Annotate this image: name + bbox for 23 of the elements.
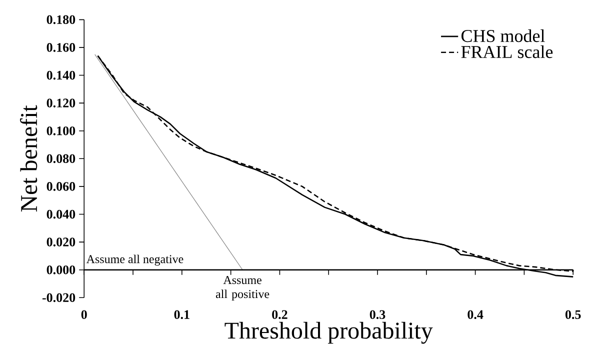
annotation: Assume all positive <box>216 276 270 301</box>
x-tick-label: 0.2 <box>272 310 288 320</box>
ref-line-label: Assume all negative <box>86 254 184 266</box>
y-tick-label: 0.040 <box>46 210 76 219</box>
y-tick-label: 0.140 <box>46 70 76 80</box>
y-tick-label: 0.100 <box>46 126 76 136</box>
y-tick-label: 0.120 <box>46 98 76 108</box>
legend-label: CHS model <box>461 29 545 42</box>
x-axis-title: Threshold probability <box>224 322 433 344</box>
y-tick-label: 0.000 <box>46 265 76 274</box>
y-tick-label: 0.080 <box>46 154 76 164</box>
y-tick-label: 0.160 <box>46 43 76 52</box>
x-tick-label: 0.3 <box>370 310 386 320</box>
y-tick-label: -0.020 <box>42 293 76 302</box>
y-tick-label: 0.180 <box>46 15 76 24</box>
legend-label: FRAIL scale <box>461 45 553 58</box>
x-tick-label: 0 <box>81 310 87 319</box>
y-tick-label: 0.060 <box>46 182 76 191</box>
y-axis-title: Net benefit <box>20 105 38 212</box>
x-tick-label: 0.5 <box>565 310 581 320</box>
x-tick-label: 0.1 <box>174 310 190 320</box>
x-tick-label: 0.4 <box>468 310 484 320</box>
y-tick-label: 0.020 <box>46 238 76 246</box>
